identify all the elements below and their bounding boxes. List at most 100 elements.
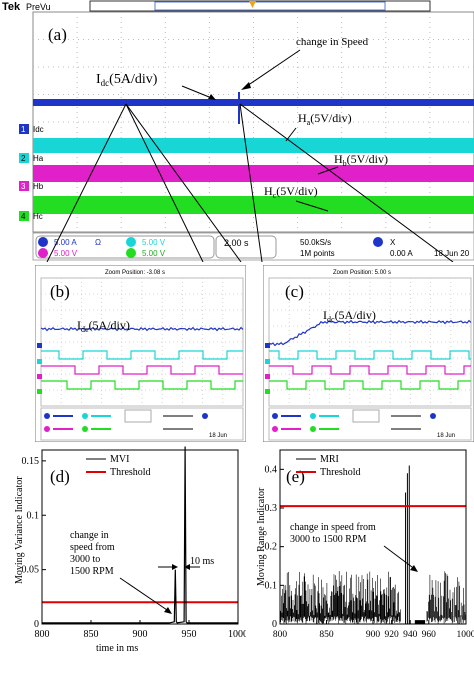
legend-threshold-d: Threshold (110, 467, 151, 478)
e-xtick-label: 800 (273, 630, 288, 640)
chart-d-xlabel: time in ms (96, 643, 138, 654)
date: 18 Jun 20 (434, 249, 470, 258)
record-points: 1M points (300, 249, 335, 258)
svg-text:Idc: Idc (33, 125, 44, 134)
ch4-scale: 5.00 V (142, 249, 166, 258)
ch2-badge-icon (126, 237, 136, 247)
e-ytick-label: 0 (272, 619, 277, 630)
svg-text:Ha: Ha (33, 154, 44, 163)
scope-b-foot: 18 Jun (209, 433, 227, 439)
mode-label: PreVu (26, 2, 51, 12)
c-ch3-icon (265, 374, 270, 379)
e-xtick-label: 900 (366, 630, 381, 640)
e-note-1: change in speed from (290, 522, 376, 533)
e-mri-dip (415, 620, 425, 624)
panel-b-label: (b) (50, 282, 70, 301)
chart-d-ylabel: Moving Variance Indicator (14, 476, 25, 584)
c-ch2-icon (265, 359, 270, 364)
scope-b-svg: Zoom Position: -3.08 s (b) Idc(5A/div) 1… (35, 265, 246, 442)
scope-b: Zoom Position: -3.08 s (b) Idc(5A/div) 1… (35, 265, 246, 442)
scope-c: Zoom Position: 5.00 s (c) Idc(5A/div) 18… (263, 265, 474, 442)
trig-level: 0.00 A (390, 249, 413, 258)
hb-trace (33, 165, 474, 182)
legend-mri: MRI (320, 454, 339, 465)
d-note-arrowhead-icon (164, 607, 172, 614)
svg-text:2: 2 (21, 154, 26, 163)
ch4-badge-icon (126, 248, 136, 258)
status-c-dot (272, 426, 278, 432)
d-note-2: speed from (70, 542, 115, 553)
d-note-4: 1500 RPM (70, 566, 114, 577)
d-note-1: change in (70, 530, 109, 541)
ch2-marker: 2 Ha (19, 153, 44, 163)
e-xtick-label: 1000 (457, 630, 474, 640)
status-b-dot (44, 413, 50, 419)
svg-text:Hb: Hb (33, 182, 44, 191)
svg-text:1: 1 (21, 125, 26, 134)
d-ytick-label: 0.1 (27, 510, 40, 521)
panel-e-label: (e) (286, 467, 305, 486)
b-ch3-icon (37, 374, 42, 379)
e-mri-noise (280, 571, 466, 624)
d-ytick-label: 0 (34, 619, 39, 630)
b-ch4-icon (37, 389, 42, 394)
legend-threshold-e: Threshold (320, 467, 361, 478)
trig-x-icon: X (390, 238, 396, 247)
panel-a-label: (a) (48, 25, 67, 44)
panel-d-label: (d) (50, 467, 70, 486)
ch1-scale: 5.00 A (54, 238, 77, 247)
chart-e-ylabel: Moving Range Indicator (256, 487, 267, 586)
ch1-ohm: Ω (95, 238, 101, 247)
ch3-badge-icon (38, 248, 48, 258)
chart-e-legend: MRI Threshold (296, 454, 361, 478)
trig-badge-icon (373, 237, 383, 247)
svg-text:Hc: Hc (33, 212, 43, 221)
ha-label: Ha(5V/div) (298, 111, 352, 127)
legend-mvi: MVI (110, 454, 129, 465)
ms-arrowhead-left-icon (172, 564, 178, 570)
e-xtick-label: 850 (319, 630, 334, 640)
status-b-dot (82, 413, 88, 419)
e-note-2: 3000 to 1500 RPM (290, 534, 367, 545)
scope-a-svg: Tek PreVu 1 Idc 2 Ha 3 Hb (0, 0, 474, 262)
c-ch1-icon (265, 343, 270, 348)
scope-b-header: Zoom Position: -3.08 s (105, 270, 165, 276)
e-xtick-label: 940 (403, 630, 418, 640)
status-c-dot (310, 426, 316, 432)
d-ms-label: 10 ms (190, 556, 214, 567)
d-xtick-label: 1000 (228, 629, 246, 640)
d-xtick-label: 800 (35, 629, 50, 640)
ch1-marker: 1 Idc (19, 124, 44, 134)
idc-trace (33, 99, 474, 106)
e-note-arrow (384, 546, 416, 570)
scope-c-header: Zoom Position: 5.00 s (333, 270, 391, 276)
d-note-3: 3000 to (70, 554, 100, 565)
d-note-arrow (120, 578, 170, 612)
status-b-trig (202, 413, 208, 419)
hc-label: Hc(5V/div) (264, 184, 318, 200)
status-c-trig (430, 413, 436, 419)
scope-c-foot: 18 Jun (437, 433, 455, 439)
hb-label: Hb(5V/div) (334, 152, 388, 168)
status-c-dot (272, 413, 278, 419)
scope-c-svg: Zoom Position: 5.00 s (c) Idc(5A/div) 18… (263, 265, 474, 442)
svg-text:3: 3 (21, 182, 26, 191)
b-ch2-icon (37, 359, 42, 364)
ch1-badge-icon (38, 237, 48, 247)
brand-label: Tek (2, 1, 21, 13)
status-b-dot (82, 426, 88, 432)
panel-c-label: (c) (285, 282, 304, 301)
speed-change-note: change in Speed (296, 36, 369, 48)
ch3-scale: 5.00 V (54, 249, 78, 258)
scope-a: Tek PreVu 1 Idc 2 Ha 3 Hb (0, 0, 474, 262)
ch3-marker: 3 Hb (19, 181, 44, 191)
e-ytick-label: 0.4 (265, 464, 278, 475)
ha-trace (33, 138, 474, 153)
d-xtick-label: 900 (133, 629, 148, 640)
ch2-scale: 5.00 V (142, 238, 166, 247)
sample-rate: 50.0kS/s (300, 238, 331, 247)
e-xtick-label: 960 (422, 630, 437, 640)
